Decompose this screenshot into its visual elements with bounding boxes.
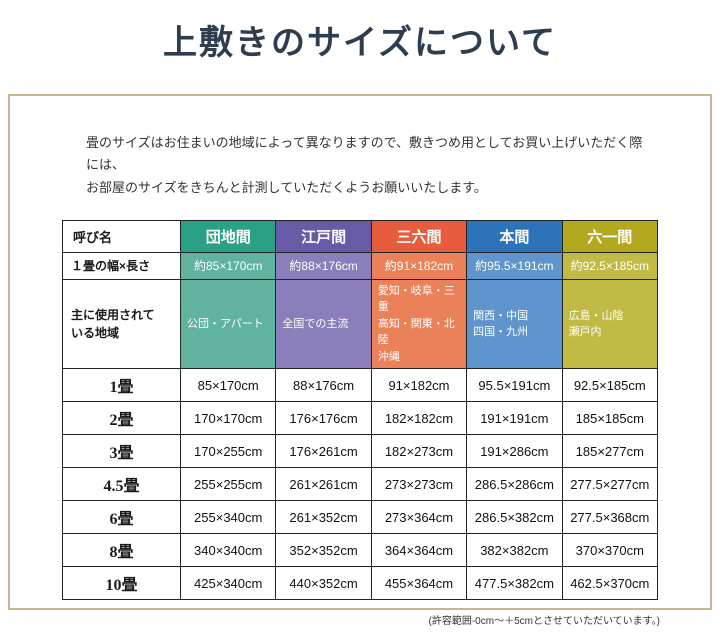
data-cell: 176×176cm	[275, 401, 372, 436]
region-row: 主に使用されて いる地域 公団・アパート 全国での主流 愛知・岐阜・三重 高知・…	[62, 278, 659, 370]
data-cell: 277.5×277cm	[561, 467, 659, 502]
data-cell: 255×340cm	[179, 500, 277, 535]
width-length-cell: 約92.5×185cm	[561, 251, 659, 280]
width-length-cell: 約85×170cm	[179, 251, 277, 280]
width-length-row: １畳の幅×長さ 約85×170cm 約88×176cm 約91×182cm 約9…	[62, 251, 659, 280]
data-cell: 92.5×185cm	[561, 368, 659, 403]
data-cell: 277.5×368cm	[561, 500, 659, 535]
data-cell: 170×255cm	[179, 434, 277, 469]
data-cell: 185×185cm	[561, 401, 659, 436]
row-label: 8畳	[62, 533, 181, 568]
data-cell: 462.5×370cm	[561, 566, 659, 601]
region-cell: 関西・中国 四国・九州	[466, 278, 563, 370]
region-cell: 広島・山陰 瀬戸内	[561, 278, 659, 370]
width-length-cell: 約95.5×191cm	[466, 251, 563, 280]
data-cell: 170×170cm	[179, 401, 277, 436]
data-cell: 425×340cm	[179, 566, 277, 601]
data-cell: 364×364cm	[370, 533, 468, 568]
footnote: (許容範囲-0cm～＋5cmとさせていただいています。)	[428, 616, 660, 628]
region-cell: 全国での主流	[275, 278, 372, 370]
data-cell: 286.5×286cm	[466, 467, 563, 502]
data-cell: 340×340cm	[179, 533, 277, 568]
data-cell: 273×364cm	[370, 500, 468, 535]
row-label: 2畳	[62, 401, 181, 436]
table-row: 1畳 85×170cm 88×176cm 91×182cm 95.5×191cm…	[62, 368, 659, 403]
region-cell: 公団・アパート	[179, 278, 277, 370]
table-row: 10畳 425×340cm 440×352cm 455×364cm 477.5×…	[62, 566, 659, 601]
region-cell: 愛知・岐阜・三重 高知・関東・北陸 沖縄	[370, 278, 468, 370]
width-length-cell: 約88×176cm	[275, 251, 372, 280]
column-header-honma: 本間	[466, 219, 563, 253]
row-label: 4.5畳	[62, 467, 181, 502]
data-cell: 261×261cm	[275, 467, 372, 502]
data-cell: 455×364cm	[370, 566, 468, 601]
row-label: 6畳	[62, 500, 181, 535]
column-header-edoma: 江戸間	[275, 219, 372, 253]
column-header-rokuichima: 六一間	[561, 219, 659, 253]
table-row: 6畳 255×340cm 261×352cm 273×364cm 286.5×3…	[62, 500, 659, 535]
row-label: 10畳	[62, 566, 181, 601]
row-label-region: 主に使用されて いる地域	[62, 278, 181, 370]
intro-text: 畳のサイズはお住まいの地域によって異なりますので、敷きつめ用としてお買い上げいた…	[86, 134, 643, 196]
data-cell: 273×273cm	[370, 467, 468, 502]
page: 上敷きのサイズについて 畳のサイズはお住まいの地域によって異なりますので、敷きつ…	[0, 20, 720, 641]
table-row: 3畳 170×255cm 176×261cm 182×273cm 191×286…	[62, 434, 659, 469]
table-row: 2畳 170×170cm 176×176cm 182×182cm 191×191…	[62, 401, 659, 436]
tatami-size-table: 呼び名 団地間 江戸間 三六間 本間 六一間 １畳の幅×長さ 約85×170cm…	[62, 219, 659, 601]
data-cell: 255×255cm	[179, 467, 277, 502]
column-header-sabroku: 三六間	[370, 219, 468, 253]
data-cell: 88×176cm	[275, 368, 372, 403]
data-cell: 176×261cm	[275, 434, 372, 469]
page-title: 上敷きのサイズについて	[163, 25, 557, 62]
column-header-danchima: 団地間	[179, 219, 277, 253]
data-cell: 191×191cm	[466, 401, 563, 436]
data-cell: 182×273cm	[370, 434, 468, 469]
data-cell: 382×382cm	[466, 533, 563, 568]
table-row: 4.5畳 255×255cm 261×261cm 273×273cm 286.5…	[62, 467, 659, 502]
header-row: 呼び名 団地間 江戸間 三六間 本間 六一間	[62, 219, 659, 253]
data-cell: 286.5×382cm	[466, 500, 563, 535]
data-cell: 191×286cm	[466, 434, 563, 469]
content-frame: 畳のサイズはお住まいの地域によって異なりますので、敷きつめ用としてお買い上げいた…	[8, 93, 712, 627]
corner-label: 呼び名	[62, 219, 181, 253]
data-cell: 185×277cm	[561, 434, 659, 469]
data-cell: 91×182cm	[370, 368, 468, 403]
row-label: 1畳	[62, 368, 181, 403]
data-cell: 440×352cm	[275, 566, 372, 601]
row-label-width-length: １畳の幅×長さ	[62, 251, 181, 280]
width-length-cell: 約91×182cm	[370, 251, 468, 280]
table-row: 8畳 340×340cm 352×352cm 364×364cm 382×382…	[62, 533, 659, 568]
data-cell: 370×370cm	[561, 533, 659, 568]
data-cell: 182×182cm	[370, 401, 468, 436]
data-cell: 352×352cm	[275, 533, 372, 568]
data-cell: 261×352cm	[275, 500, 372, 535]
data-cell: 85×170cm	[179, 368, 277, 403]
data-cell: 477.5×382cm	[466, 566, 563, 601]
row-label: 3畳	[62, 434, 181, 469]
data-cell: 95.5×191cm	[466, 368, 563, 403]
